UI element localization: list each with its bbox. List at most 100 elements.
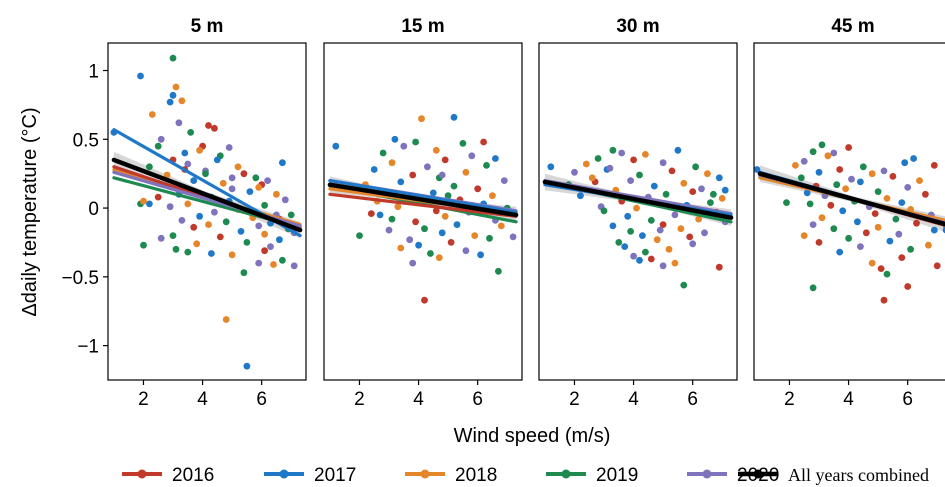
data-point-2019 xyxy=(459,140,467,147)
legend-swatch-dot xyxy=(753,469,763,479)
panel-title: 45 m xyxy=(831,16,874,37)
legend-swatch-dot xyxy=(420,469,430,479)
data-point-2020 xyxy=(830,149,838,157)
data-point-2019 xyxy=(809,284,817,292)
data-point-2019 xyxy=(600,207,608,215)
data-point-2017 xyxy=(639,232,646,240)
data-point-2019 xyxy=(388,215,396,223)
data-point-2017 xyxy=(213,156,221,164)
data-point-2016 xyxy=(211,124,218,132)
data-point-2020 xyxy=(438,171,446,179)
data-point-2019 xyxy=(483,162,490,169)
data-point-2020 xyxy=(904,184,912,191)
x-tick-label: 2 xyxy=(784,389,795,410)
data-point-2020 xyxy=(656,226,664,234)
data-point-2017 xyxy=(930,226,938,234)
data-point-2016 xyxy=(432,207,440,215)
data-point-2016 xyxy=(154,193,162,201)
data-point-2016 xyxy=(933,262,941,270)
data-point-2017 xyxy=(243,362,251,370)
fit-line-combined xyxy=(542,179,734,220)
data-point-2017 xyxy=(279,159,286,167)
data-point-2019 xyxy=(809,148,817,156)
legend-item-combined: All years combined xyxy=(738,465,929,485)
data-point-2019 xyxy=(279,256,286,264)
data-point-2016 xyxy=(862,229,870,237)
legend: 20162017201820192020All years combined xyxy=(122,465,929,486)
data-point-2020 xyxy=(627,177,634,185)
data-point-2018 xyxy=(394,203,402,211)
data-point-2017 xyxy=(650,182,658,190)
data-point-2017 xyxy=(169,91,177,99)
data-point-2016 xyxy=(447,239,455,246)
data-point-2016 xyxy=(216,233,224,241)
data-point-2018 xyxy=(441,212,449,220)
data-point-2016 xyxy=(647,255,655,263)
data-point-2018 xyxy=(397,244,405,252)
data-point-2017 xyxy=(636,256,643,264)
data-point-2016 xyxy=(261,247,268,255)
data-point-2017 xyxy=(721,186,729,194)
data-point-2020 xyxy=(671,211,679,219)
data-point-2017 xyxy=(376,211,384,219)
panel-title: 15 m xyxy=(401,16,444,37)
y-tick-label: 0.5 xyxy=(73,130,99,151)
data-point-2019 xyxy=(486,234,493,242)
x-tick-label: 4 xyxy=(413,389,424,410)
data-point-2017 xyxy=(246,188,254,196)
data-point-2019 xyxy=(412,138,419,146)
data-point-2020 xyxy=(290,262,298,270)
data-point-2019 xyxy=(833,181,841,189)
data-point-2019 xyxy=(662,190,670,198)
data-point-2020 xyxy=(659,262,667,270)
data-point-2017 xyxy=(332,142,340,150)
data-point-2019 xyxy=(707,199,714,207)
data-point-2018 xyxy=(184,200,192,208)
data-point-2019 xyxy=(243,239,251,246)
data-point-2017 xyxy=(146,200,153,208)
data-point-2018 xyxy=(680,179,688,187)
data-point-2016 xyxy=(409,171,417,179)
y-tick-label: 1 xyxy=(88,62,99,83)
panels: 5 m 2 4 6 15 m 2 4 6 30 m 2 4 6 45 m 2 4 6 1 0.5 0 −0.5 −1 xyxy=(61,16,945,410)
data-point-2020 xyxy=(175,119,183,127)
panel-frame xyxy=(753,42,945,381)
data-point-2019 xyxy=(883,270,891,278)
data-point-2020 xyxy=(255,222,263,230)
data-point-2017 xyxy=(624,212,632,220)
data-point-2020 xyxy=(211,208,218,216)
data-point-2016 xyxy=(889,173,897,180)
data-point-2017 xyxy=(415,241,422,249)
legend-label: 2017 xyxy=(314,465,356,486)
data-point-2016 xyxy=(930,162,938,169)
data-point-2018 xyxy=(818,214,826,222)
data-point-2018 xyxy=(196,146,204,154)
data-point-2018 xyxy=(418,115,425,123)
data-point-2017 xyxy=(190,177,198,185)
data-point-2020 xyxy=(848,175,855,183)
fit-line-combined xyxy=(327,182,519,218)
data-point-2018 xyxy=(219,179,227,187)
data-point-2019 xyxy=(783,199,790,207)
panel-frame xyxy=(538,42,738,381)
data-point-2019 xyxy=(818,141,826,149)
data-point-2017 xyxy=(208,250,215,257)
data-point-2018 xyxy=(842,185,849,193)
data-point-2016 xyxy=(421,296,428,304)
data-point-2016 xyxy=(474,185,482,193)
data-point-2017 xyxy=(854,218,861,226)
data-point-2020 xyxy=(157,135,165,143)
legend-label: All years combined xyxy=(788,465,929,485)
fit-line-combined xyxy=(111,157,303,233)
panel-title: 5 m xyxy=(191,16,224,37)
data-point-2019 xyxy=(636,171,643,179)
data-point-2017 xyxy=(477,251,484,259)
data-point-2020 xyxy=(571,168,578,176)
data-point-2017 xyxy=(803,189,811,197)
data-point-2019 xyxy=(642,248,649,256)
data-point-2018 xyxy=(633,204,640,212)
data-point-2019 xyxy=(222,218,230,226)
data-point-2020 xyxy=(659,159,667,167)
y-tick-label: −0.5 xyxy=(61,268,99,289)
data-point-2016 xyxy=(845,144,852,151)
